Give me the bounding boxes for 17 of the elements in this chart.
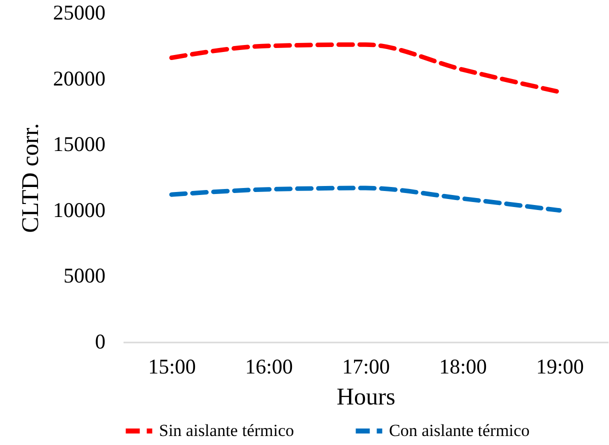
y-tick-label: 0	[95, 330, 106, 354]
x-tick-label: 17:00	[342, 354, 390, 378]
legend-label: Sin aislante térmico	[159, 421, 294, 440]
y-tick-label: 20000	[53, 66, 106, 90]
line-series	[169, 186, 562, 213]
x-axis-title: Hours	[336, 384, 396, 410]
x-tick-label: 16:00	[245, 354, 293, 378]
y-axis-title: CLTD corr.	[18, 123, 44, 233]
line-series	[169, 42, 562, 94]
y-tick-label: 5000	[64, 264, 106, 288]
legend-label: Con aislante térmico	[389, 421, 530, 440]
y-tick-label: 25000	[53, 0, 106, 24]
y-tick-label: 10000	[53, 198, 106, 222]
x-tick-label: 18:00	[439, 354, 487, 378]
y-tick-label: 15000	[53, 132, 106, 156]
x-tick-label: 15:00	[148, 354, 196, 378]
x-tick-label: 19:00	[536, 354, 584, 378]
